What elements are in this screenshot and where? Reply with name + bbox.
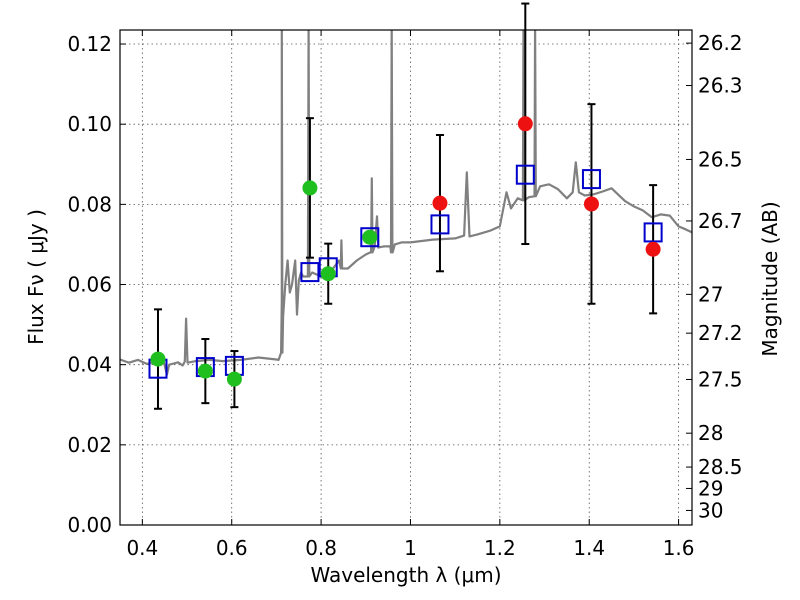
green-data-point <box>362 229 378 245</box>
red-data-point <box>645 241 661 257</box>
red-data-point <box>583 196 599 212</box>
y-tick-label: 0.10 <box>67 112 112 136</box>
y2-tick-label: 29 <box>698 476 723 500</box>
tick-labels: 0.4 0.6 0.8 1 1.2 1.4 1.6 0.00 0.02 0.04 0.06 0.08 0… <box>67 31 742 560</box>
green-data-point <box>302 180 318 196</box>
spectrum-line <box>120 30 692 376</box>
ticks <box>120 30 692 526</box>
x-tick-label: 1.6 <box>663 536 695 560</box>
y2-tick-label: 28.5 <box>698 455 743 479</box>
y-tick-label: 0.04 <box>67 353 112 377</box>
model-square-point <box>581 169 601 190</box>
x-tick-label: 0.8 <box>305 536 337 560</box>
model-square-point <box>643 222 663 243</box>
model-square-point <box>430 214 450 235</box>
model-square-point <box>360 227 380 248</box>
x-tick-label: 0.6 <box>216 536 248 560</box>
y-tick-label: 0.12 <box>67 32 112 56</box>
x-tick-label: 1.4 <box>573 536 605 560</box>
green-data-point <box>226 371 242 387</box>
red-data-point <box>517 116 533 132</box>
y2-tick-label: 27 <box>698 282 723 306</box>
y-tick-label: 0.08 <box>67 192 112 216</box>
y2-tick-label: 26.5 <box>698 147 743 171</box>
x-tick-label: 1 <box>404 536 417 560</box>
y2-axis-title: Magnitude (AB) <box>758 201 782 356</box>
green-data-point <box>150 351 166 367</box>
x-axis-title: Wavelength λ (μm) <box>310 563 501 587</box>
y2-tick-label: 26.2 <box>698 31 743 55</box>
y-axis-title: Flux Fν ( μJy ) <box>24 209 48 345</box>
x-tick-label: 0.4 <box>126 536 158 560</box>
grid <box>120 30 692 525</box>
green-data-point <box>197 363 213 379</box>
y2-tick-label: 28 <box>698 421 723 445</box>
y2-tick-label: 26.3 <box>698 74 743 98</box>
y2-tick-label: 26.7 <box>698 209 743 233</box>
x-tick-label: 1.2 <box>484 536 516 560</box>
model-square-point <box>515 164 535 185</box>
markers <box>148 116 663 387</box>
green-data-point <box>320 266 336 282</box>
y2-tick-label: 27.2 <box>698 321 743 345</box>
y2-tick-label: 30 <box>698 498 723 522</box>
spectrum-layer <box>120 30 692 376</box>
red-data-point <box>432 195 448 211</box>
y-tick-label: 0.06 <box>67 273 112 297</box>
plot-background <box>120 30 692 525</box>
y-tick-label: 0.00 <box>67 513 112 537</box>
model-square-point <box>300 262 320 283</box>
plot-frame <box>119 29 693 526</box>
y2-tick-label: 27.5 <box>698 367 743 391</box>
y-tick-label: 0.02 <box>67 433 112 457</box>
